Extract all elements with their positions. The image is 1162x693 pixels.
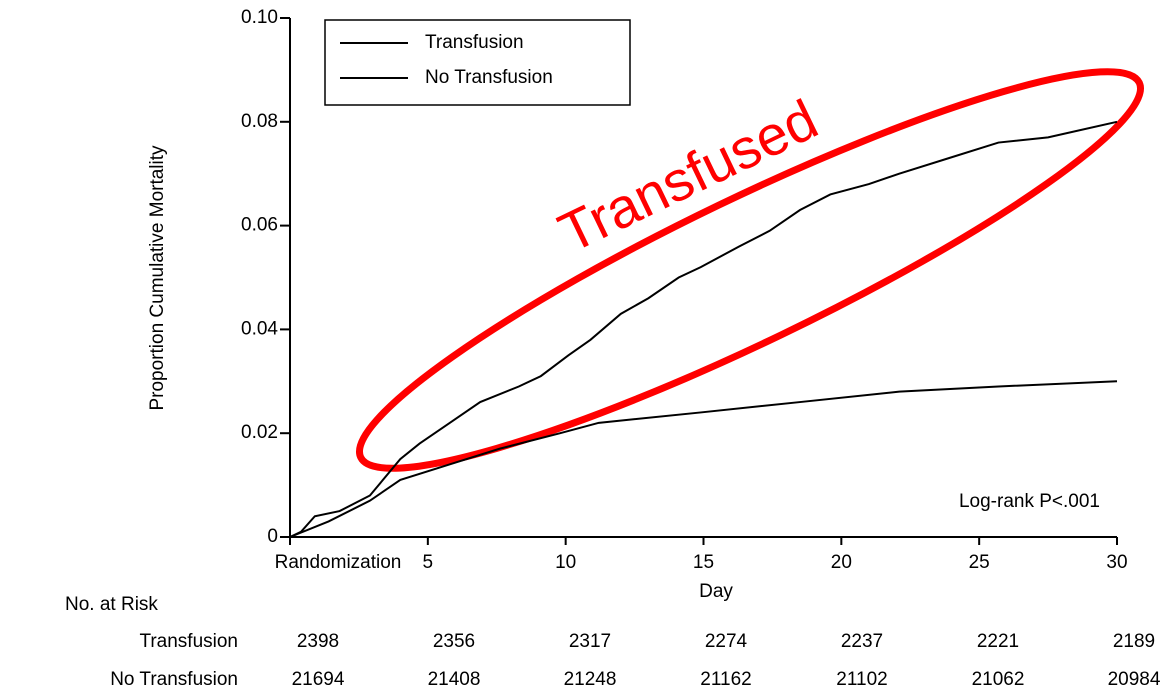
risk-value: 21102: [836, 669, 887, 690]
risk-value: 21062: [972, 669, 1025, 690]
x-tick-label: 25: [969, 552, 990, 573]
y-tick-label: 0.06: [241, 215, 278, 236]
legend-box: [324, 19, 631, 106]
risk-value: 2356: [433, 631, 475, 652]
x-tick-label: 5: [423, 552, 434, 573]
risk-value: 2221: [977, 631, 1019, 652]
legend-label: Transfusion: [425, 32, 524, 53]
risk-value: 2317: [569, 631, 611, 652]
y-tick-label: 0.02: [241, 422, 278, 443]
line-series: [289, 380, 1118, 538]
risk-value: 2274: [705, 631, 748, 652]
legend-label: No Transfusion: [425, 67, 553, 88]
risk-value: 2398: [297, 631, 339, 652]
risk-table-title: No. at Risk: [65, 594, 158, 615]
y-tick-label: 0.04: [241, 318, 278, 339]
y-tick-label: 0.08: [241, 111, 278, 132]
x-tick-label: Randomization: [275, 552, 402, 573]
risk-row-name: Transfusion: [139, 631, 238, 652]
y-axis-label: Proportion Cumulative Mortality: [147, 145, 168, 411]
x-tick-label: 10: [555, 552, 576, 573]
risk-value: 21248: [564, 669, 617, 690]
risk-value: 21408: [428, 669, 481, 690]
x-tick-label: 15: [693, 552, 714, 573]
x-tick-label: 20: [831, 552, 852, 573]
line-series: [289, 120, 1118, 538]
risk-value: 20984: [1108, 669, 1161, 690]
x-tick-label: 30: [1106, 552, 1127, 573]
y-tick-label: 0: [267, 526, 278, 547]
risk-row-name: No Transfusion: [110, 669, 238, 690]
risk-value: 21694: [292, 669, 345, 690]
risk-value: 21162: [700, 669, 751, 690]
risk-value: 2189: [1113, 631, 1155, 652]
risk-value: 2237: [841, 631, 883, 652]
annotation: Log-rank P<.001: [959, 491, 1100, 512]
y-tick-label: 0.10: [241, 7, 278, 28]
highlight-ellipse: [355, 68, 1145, 472]
x-axis-label: Day: [699, 581, 733, 602]
